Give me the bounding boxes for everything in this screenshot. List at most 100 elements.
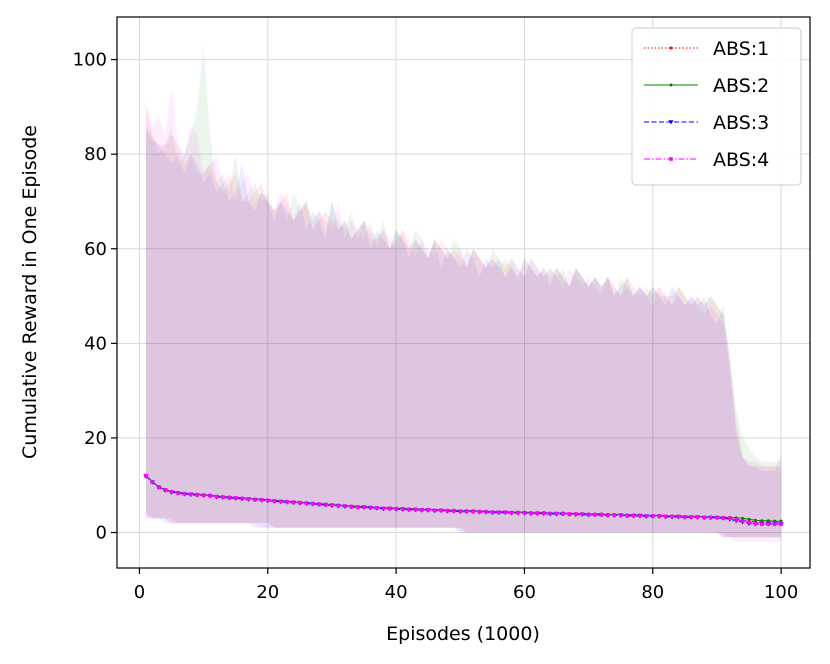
data-point [330, 503, 334, 507]
data-point [766, 519, 770, 523]
data-point [310, 501, 315, 506]
y-tick-label: 0 [96, 523, 107, 544]
data-point [760, 519, 764, 523]
data-point [458, 509, 463, 514]
data-point [182, 491, 187, 496]
data-point [381, 506, 386, 511]
data-point [625, 513, 629, 518]
data-point [464, 509, 469, 514]
data-point [516, 510, 520, 515]
data-point [753, 518, 757, 522]
x-tick-label: 20 [256, 582, 279, 603]
legend-label: ABS:4 [713, 149, 769, 171]
series-lines [143, 473, 784, 527]
data-point [663, 514, 668, 519]
plot-frame [116, 16, 811, 569]
x-tick-label: 100 [764, 582, 798, 603]
data-point [740, 519, 745, 523]
data-point [278, 499, 283, 504]
data-point [477, 509, 482, 514]
data-point [336, 503, 341, 508]
data-point [580, 512, 585, 516]
x-tick-label: 80 [641, 582, 664, 603]
data-point [368, 505, 373, 510]
data-point [227, 495, 232, 500]
data-point [439, 508, 443, 513]
legend: ABS:1 ABS:2 ABS:3 ABS:4 [631, 27, 802, 186]
data-point [535, 511, 540, 515]
data-point [644, 514, 649, 518]
data-point [561, 511, 565, 516]
data-point [484, 509, 488, 514]
data-point [657, 514, 662, 518]
y-axis-label: Cumulative Reward in One Episode [19, 125, 41, 459]
data-point [195, 492, 200, 497]
data-point [169, 490, 174, 494]
data-point [375, 506, 379, 510]
data-point [727, 516, 732, 521]
legend-label: ABS:1 [713, 38, 769, 60]
data-point [670, 514, 674, 519]
data-point [734, 517, 739, 522]
data-point [394, 507, 398, 511]
data-point [779, 522, 783, 526]
legend-marker [669, 46, 673, 50]
data-point [272, 499, 277, 503]
data-point [432, 508, 437, 513]
confidence-band [145, 130, 782, 538]
data-point [573, 512, 578, 516]
data-point [631, 513, 636, 518]
legend-box [631, 27, 802, 186]
data-point [259, 498, 264, 502]
data-point [285, 499, 289, 504]
data-point [400, 507, 405, 511]
x-tick-label: 40 [385, 582, 408, 603]
y-tick-label: 100 [73, 50, 107, 71]
data-point [683, 515, 687, 519]
data-point [163, 488, 167, 492]
data-point [201, 493, 206, 497]
y-tick-label: 80 [84, 144, 107, 165]
data-point [606, 513, 610, 517]
data-point [599, 512, 604, 517]
data-point [503, 510, 508, 514]
data-point [760, 522, 764, 526]
confidence-bands [145, 45, 782, 543]
legend-marker [668, 120, 674, 125]
confidence-band [145, 87, 782, 543]
data-point [708, 515, 713, 520]
x-tick-label: 60 [513, 582, 536, 603]
data-point [355, 505, 360, 509]
data-point [265, 498, 270, 503]
axis-ticks: 0 20 40 60 80 100 0 20 40 60 80 100 [73, 50, 799, 603]
data-point [773, 519, 777, 523]
y-tick-label: 40 [84, 333, 107, 354]
y-tick-label: 20 [84, 428, 107, 449]
data-point [298, 500, 302, 505]
data-point [548, 511, 552, 516]
data-point [509, 510, 514, 515]
data-point [529, 511, 533, 515]
data-point [253, 497, 257, 502]
data-point [779, 519, 783, 523]
legend-marker [669, 83, 673, 87]
data-point [593, 512, 597, 517]
data-point [721, 516, 726, 520]
data-point [471, 509, 475, 514]
data-point [522, 510, 527, 515]
data-point [541, 511, 546, 515]
y-tick-label: 60 [84, 239, 107, 260]
data-point [567, 512, 572, 516]
data-point [407, 507, 411, 512]
data-point [612, 513, 617, 517]
data-point [586, 512, 591, 517]
data-point [144, 473, 148, 478]
data-point [221, 495, 225, 499]
data-point [176, 490, 180, 495]
data-point [695, 515, 700, 519]
data-point [747, 520, 751, 525]
series-line [145, 475, 782, 525]
data-point [445, 508, 450, 513]
data-point [618, 513, 623, 517]
